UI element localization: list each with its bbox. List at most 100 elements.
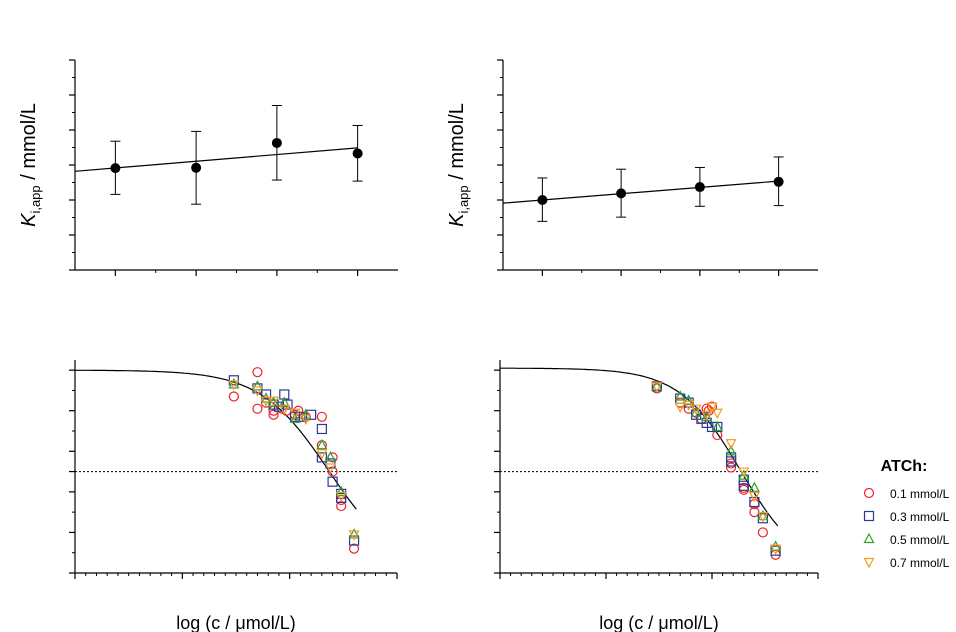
data-point <box>316 438 328 450</box>
data-point <box>651 380 663 391</box>
data-point <box>748 491 760 503</box>
data-point <box>336 492 347 504</box>
data-point <box>683 394 695 405</box>
data-point <box>251 386 263 397</box>
data-point <box>706 402 718 413</box>
data-point <box>335 485 347 496</box>
data-point <box>268 396 280 407</box>
data-point <box>348 543 360 554</box>
x-axis-label-part: mol/L) <box>246 613 296 632</box>
data-point <box>348 528 360 539</box>
data-point <box>300 411 311 422</box>
data-point <box>757 513 768 524</box>
legend-marker <box>863 487 875 499</box>
data-point <box>352 148 363 159</box>
data-point <box>706 421 718 433</box>
data-point <box>268 409 279 420</box>
data-point <box>191 162 202 173</box>
data-point <box>770 540 782 551</box>
data-point <box>683 400 695 411</box>
data-point <box>690 404 702 415</box>
y-axis-label-unit: / mmol/L <box>18 103 40 185</box>
data-point <box>228 380 240 391</box>
data-point <box>289 408 301 420</box>
legend-marker <box>863 557 875 569</box>
data-point <box>300 408 312 419</box>
data-point <box>110 163 121 174</box>
data-point <box>694 182 705 193</box>
data-point <box>252 383 263 394</box>
data-point <box>278 396 290 407</box>
fit-line <box>74 147 358 172</box>
data-point <box>279 389 290 400</box>
data-point <box>757 527 768 538</box>
data-point <box>725 462 737 473</box>
data-point <box>757 512 769 523</box>
y-axis-label-unit: / mmol/L <box>446 103 468 185</box>
legend: ATCh: 0.1 mmol/L 0.3 mmol/L 0.5 mmol/L 0.7 … <box>863 458 950 570</box>
data-point <box>228 391 239 402</box>
data-point <box>711 408 723 420</box>
data-point <box>725 456 737 467</box>
data-point <box>316 411 327 422</box>
data-point <box>757 509 769 521</box>
data-point <box>738 467 750 478</box>
legend-label: 0.5 mmol/L <box>890 533 950 547</box>
legend-label: 0.7 mmol/L <box>890 556 950 570</box>
data-point <box>316 423 327 435</box>
ache-kiapp-panel: Ki,app / mmol/L <box>18 59 398 276</box>
data-point <box>651 382 663 393</box>
data-point <box>289 412 301 423</box>
data-point <box>748 481 760 492</box>
data-point <box>738 480 749 491</box>
x-axis-label-part: log (c / <box>176 613 235 632</box>
data-point <box>251 380 263 391</box>
y-axis-label-sub: i,app <box>456 185 471 213</box>
x-axis-label-part: log (c / <box>599 613 658 632</box>
data-point <box>749 496 760 508</box>
data-point <box>260 396 272 407</box>
data-point <box>537 195 548 205</box>
fit-line <box>502 180 779 204</box>
data-point <box>278 404 290 415</box>
data-point <box>324 451 336 462</box>
data-point <box>348 530 360 541</box>
legend-marker <box>863 510 875 522</box>
data-point <box>324 463 336 474</box>
data-point <box>327 476 338 487</box>
ache-activity-panel: log (c / μmol/L) <box>69 360 398 632</box>
legend-label: 0.1 mmol/L <box>890 487 950 501</box>
data-point <box>260 392 272 403</box>
y-axis-label: Ki,app / mmol/L <box>446 103 471 227</box>
data-point <box>289 411 301 422</box>
y-axis-label-k: K <box>18 212 40 227</box>
legend-label: 0.3 mmol/L <box>890 510 950 524</box>
x-axis-label-part: μ <box>235 613 245 632</box>
bche-activity-panel: log (c / μmol/L) <box>494 360 819 632</box>
y-axis-label: Ki,app / mmol/L <box>18 103 43 227</box>
data-point <box>252 403 263 414</box>
data-point <box>674 402 686 413</box>
data-point <box>616 188 627 199</box>
data-point <box>268 399 279 410</box>
data-point <box>701 403 712 414</box>
data-point <box>327 466 338 477</box>
data-point <box>271 137 282 148</box>
data-point <box>674 390 686 401</box>
legend-marker <box>863 532 875 544</box>
data-point <box>738 469 750 480</box>
data-point <box>260 389 272 400</box>
x-axis-label-part: mol/L) <box>669 613 719 632</box>
y-axis-label-k: K <box>446 212 468 227</box>
data-point <box>228 378 240 389</box>
data-point <box>725 445 737 456</box>
data-point <box>293 405 304 416</box>
x-axis-label-part: μ <box>658 613 668 632</box>
data-point <box>711 420 723 432</box>
data-point <box>300 414 312 426</box>
y-axis-label-sub: i,app <box>28 185 43 213</box>
x-axis-label: log (c / μmol/L) <box>599 613 718 632</box>
fit-curve <box>500 367 779 527</box>
fit-curve <box>75 369 357 510</box>
x-axis-label: log (c / μmol/L) <box>176 613 295 632</box>
